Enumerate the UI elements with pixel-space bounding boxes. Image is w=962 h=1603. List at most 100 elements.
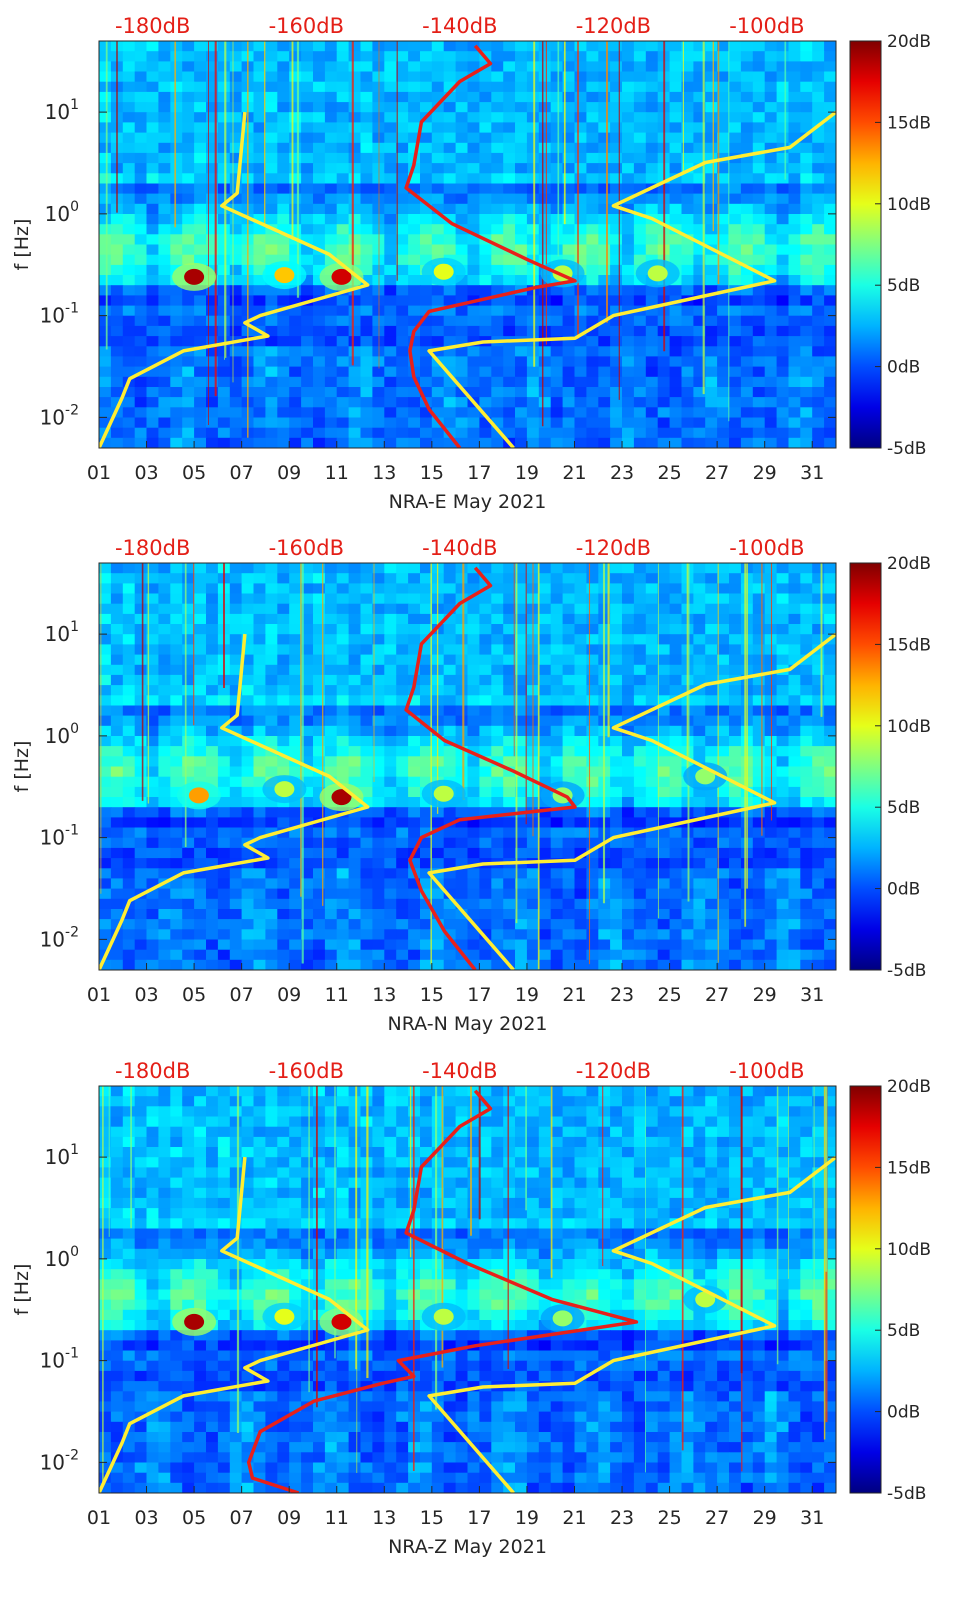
x-tick-label: 11 <box>325 984 349 1006</box>
spectrogram-1 <box>99 41 837 449</box>
x-tick-label: 21 <box>562 1507 586 1529</box>
colorbar-tick-label: 20dB <box>887 1077 931 1097</box>
x-tick-label: 01 <box>87 462 111 484</box>
top-axis-label: -160dB <box>269 1059 344 1083</box>
colorbar-tick-label: 0dB <box>887 1403 920 1423</box>
spectrogram-3 <box>99 1086 837 1494</box>
x-tick-label: 07 <box>230 984 254 1006</box>
x-tick-label: 13 <box>372 984 396 1006</box>
y-tick-label: 10-2 <box>40 1447 79 1474</box>
x-tick-label: 11 <box>325 462 349 484</box>
colorbar-tick-label: -5dB <box>887 961 926 981</box>
colorbar-tick-label: 15dB <box>887 1158 931 1178</box>
hotspot <box>434 264 454 280</box>
colorbar <box>850 41 881 448</box>
y-tick-label: 101 <box>45 619 79 646</box>
x-tick-label: 31 <box>800 1507 824 1529</box>
x-tick-label: 07 <box>230 1507 254 1529</box>
y-tick-label: 10-1 <box>40 823 79 850</box>
x-tick-label: 13 <box>372 1507 396 1529</box>
colorbar-tick-label: 10dB <box>887 195 931 215</box>
hotspot <box>434 786 454 802</box>
hotspot <box>274 267 294 283</box>
x-tick-label: 09 <box>277 1507 301 1529</box>
colorbar-tick-label: 0dB <box>887 880 920 900</box>
hotspot <box>274 1309 294 1325</box>
top-axis-label: -120dB <box>576 536 651 560</box>
x-tick-label: 17 <box>467 1507 491 1529</box>
x-tick-label: 09 <box>277 984 301 1006</box>
y-tick-label: 10-2 <box>40 924 79 951</box>
y-tick-label: 10-2 <box>40 402 79 429</box>
top-axis-label: -120dB <box>576 14 651 38</box>
y-tick-label: 100 <box>45 1244 79 1271</box>
y-tick-label: 10-1 <box>40 1346 79 1373</box>
top-axis-label: -160dB <box>269 536 344 560</box>
x-tick-label: 07 <box>230 462 254 484</box>
x-tick-label: 23 <box>610 984 634 1006</box>
x-tick-label: 05 <box>182 1507 206 1529</box>
hotspot <box>553 1310 573 1326</box>
x-tick-label: 05 <box>182 984 206 1006</box>
y-tick-label: 101 <box>45 1142 79 1169</box>
hotspot <box>648 265 668 281</box>
top-axis-label: -180dB <box>115 1059 190 1083</box>
y-axis-label: f [Hz] <box>11 219 33 271</box>
colorbar-tick-label: 15dB <box>887 635 931 655</box>
colorbar-tick-label: 20dB <box>887 554 931 574</box>
colorbar <box>850 563 881 970</box>
x-tick-label: 05 <box>182 462 206 484</box>
x-tick-label: 11 <box>325 1507 349 1529</box>
x-tick-label: 29 <box>753 984 777 1006</box>
x-tick-label: 03 <box>134 1507 158 1529</box>
x-tick-label: 01 <box>87 984 111 1006</box>
hotspot <box>184 269 204 285</box>
hotspot <box>184 1314 204 1330</box>
top-axis-label: -180dB <box>115 536 190 560</box>
hotspot <box>189 787 209 803</box>
colorbar-tick-label: 10dB <box>887 1240 931 1260</box>
x-tick-label: 17 <box>467 984 491 1006</box>
colorbar-tick-label: 5dB <box>887 1321 920 1341</box>
y-tick-label: 100 <box>45 199 79 226</box>
top-axis-label: -140dB <box>422 14 497 38</box>
x-tick-label: 15 <box>420 984 444 1006</box>
x-tick-label: 21 <box>562 984 586 1006</box>
x-tick-label: 21 <box>562 462 586 484</box>
colorbar-tick-label: 0dB <box>887 358 920 378</box>
x-tick-label: 19 <box>515 1507 539 1529</box>
x-tick-label: 01 <box>87 1507 111 1529</box>
top-axis-label: -120dB <box>576 1059 651 1083</box>
x-tick-label: 29 <box>753 1507 777 1529</box>
x-tick-label: 25 <box>657 462 681 484</box>
x-tick-label: 03 <box>134 462 158 484</box>
x-tick-label: 27 <box>705 984 729 1006</box>
colorbar-tick-label: -5dB <box>887 439 926 459</box>
x-tick-label: 19 <box>515 984 539 1006</box>
colorbar-tick-label: 20dB <box>887 32 931 52</box>
y-axis-label: f [Hz] <box>11 741 33 793</box>
top-axis-label: -160dB <box>269 14 344 38</box>
y-axis-label: f [Hz] <box>11 1264 33 1316</box>
y-tick-label: 101 <box>45 97 79 124</box>
x-tick-label: 31 <box>800 984 824 1006</box>
top-axis-label: -100dB <box>729 1059 804 1083</box>
x-tick-label: 23 <box>610 462 634 484</box>
hotspot <box>434 1309 454 1325</box>
x-tick-label: 27 <box>705 462 729 484</box>
x-tick-label: 03 <box>134 984 158 1006</box>
x-tick-label: 13 <box>372 462 396 484</box>
colorbar-tick-label: 15dB <box>887 113 931 133</box>
top-axis-label: -180dB <box>115 14 190 38</box>
top-axis-label: -140dB <box>422 536 497 560</box>
x-tick-label: 27 <box>705 1507 729 1529</box>
y-tick-label: 100 <box>45 721 79 748</box>
x-axis-label: NRA-N May 2021 <box>387 1013 547 1035</box>
spectrogram-2 <box>99 563 837 971</box>
top-axis-label: -140dB <box>422 1059 497 1083</box>
